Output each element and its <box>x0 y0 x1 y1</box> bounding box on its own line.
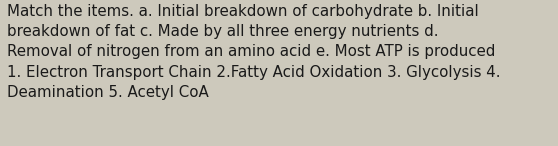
Text: Match the items. a. Initial breakdown of carbohydrate b. Initial
breakdown of fa: Match the items. a. Initial breakdown of… <box>7 4 501 100</box>
